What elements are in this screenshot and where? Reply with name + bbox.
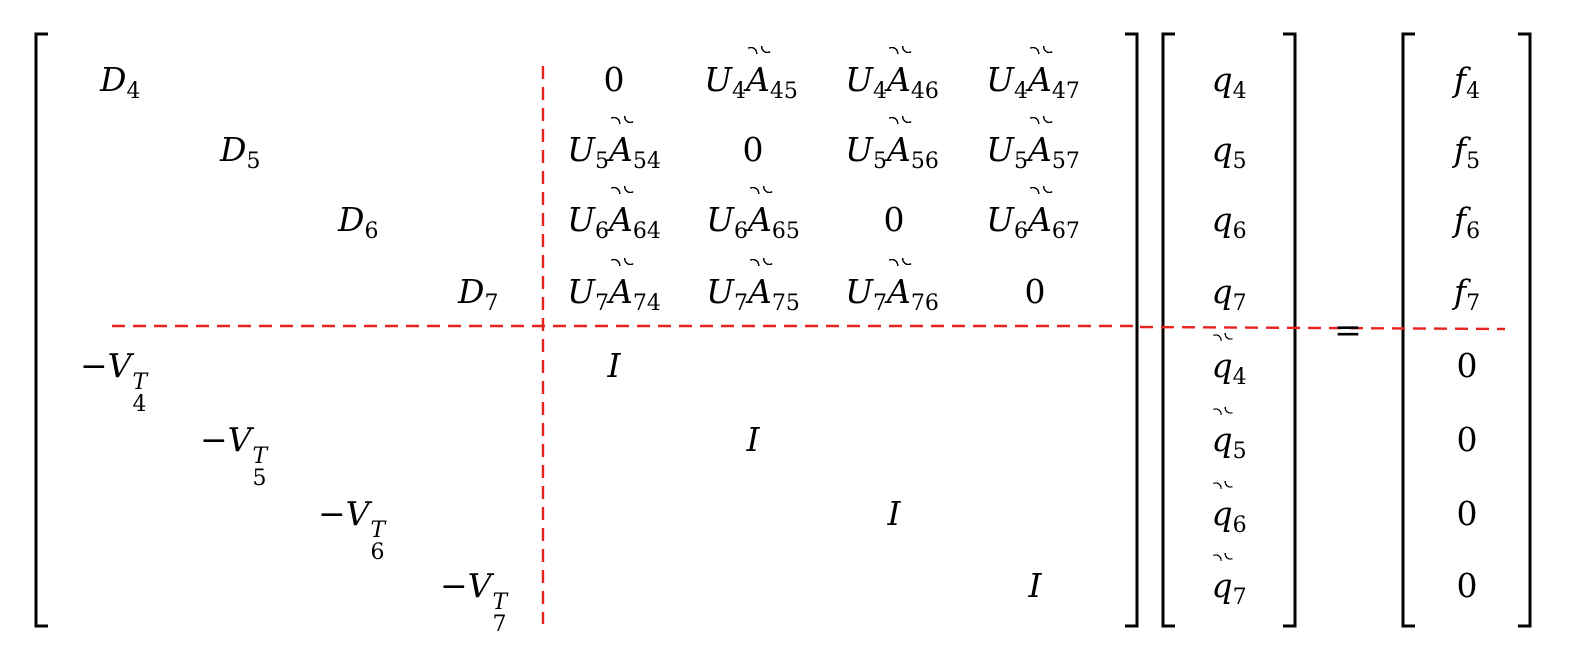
rhs-f7: f7 (1453, 272, 1481, 316)
identity-r8: I (1028, 566, 1042, 605)
equals-sign: = (1334, 310, 1362, 349)
cell-r2c6: 0 (742, 130, 764, 169)
diag-d6: D6 (338, 200, 379, 244)
diag-neg-v4t: −V T 4 (80, 346, 148, 417)
diag-d4: D4 (100, 60, 141, 104)
unknown-q5: q5 (1211, 130, 1247, 174)
unknown-q-tilde-4: q4 (1211, 333, 1247, 396)
identity-r6: I (746, 420, 760, 459)
unknown-vector-close-bracket (1283, 32, 1297, 628)
unknown-q7: q7 (1211, 272, 1247, 316)
unknown-vector-open-bracket (1161, 32, 1175, 628)
rhs-f6: f6 (1453, 200, 1481, 244)
identity-r7: I (887, 494, 901, 533)
cell-r2c7: U5A56 (845, 116, 939, 180)
rhs-vector-close-bracket (1518, 32, 1532, 628)
left-matrix-open-bracket (34, 32, 48, 628)
unknown-q-tilde-6: q6 (1211, 481, 1247, 544)
diag-neg-v5t: −V T 5 (200, 420, 268, 491)
cell-r4c8: 0 (1024, 272, 1046, 311)
horizontal-partition-line-vector (1139, 325, 1506, 331)
rhs-zero-5: 0 (1456, 346, 1478, 385)
unknown-q6: q6 (1211, 200, 1247, 244)
cell-r1c7: U4A46 (845, 46, 939, 110)
rhs-f5: f5 (1453, 130, 1481, 174)
cell-r4c7: U7A76 (845, 258, 939, 322)
rhs-f4: f4 (1453, 60, 1481, 104)
rhs-zero-8: 0 (1456, 566, 1478, 605)
diag-d7: D7 (458, 272, 499, 316)
cell-r1c6: U4A45 (704, 46, 798, 110)
rhs-zero-6: 0 (1456, 420, 1478, 459)
cell-r1c8: U4A47 (986, 46, 1080, 110)
cell-r3c6: U6A65 (706, 186, 800, 250)
diag-d5: D5 (220, 130, 261, 174)
unknown-q-tilde-7: q7 (1211, 553, 1247, 616)
cell-r4c6: U7A75 (706, 258, 800, 322)
cell-r1c5: 0 (603, 60, 625, 99)
cell-r2c5: U5A54 (567, 116, 661, 180)
unknown-q-tilde-5: q5 (1211, 407, 1247, 470)
diag-neg-v6t: −V T 6 (318, 494, 386, 565)
cell-r3c5: U6A64 (567, 186, 661, 250)
cell-r3c7: 0 (883, 200, 905, 239)
rhs-zero-7: 0 (1456, 494, 1478, 533)
cell-r3c8: U6A67 (986, 186, 1080, 250)
cell-r2c8: U5A57 (986, 116, 1080, 180)
cell-r4c5: U7A74 (567, 258, 661, 322)
left-matrix-close-bracket (1125, 32, 1139, 628)
identity-r5: I (607, 346, 621, 385)
rhs-vector-open-bracket (1401, 32, 1415, 628)
unknown-q4: q4 (1211, 60, 1247, 104)
diag-neg-v7t: −V T 7 (440, 566, 508, 637)
